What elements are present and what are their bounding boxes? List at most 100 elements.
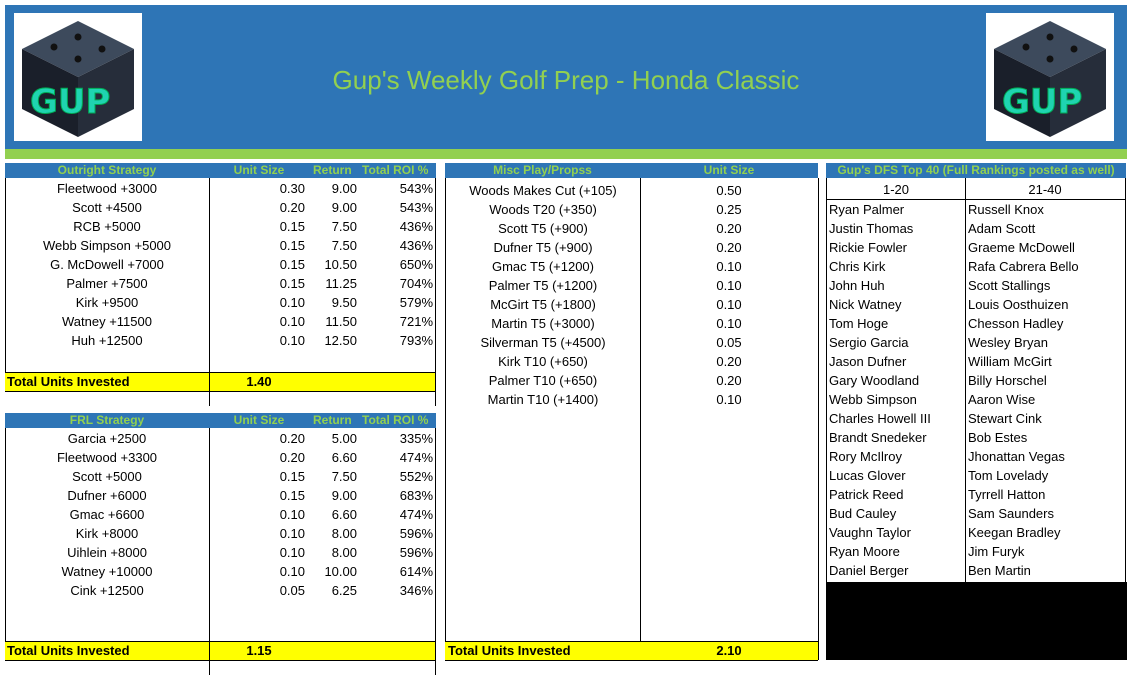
misc-row-unit: 0.10 [716, 392, 742, 407]
dfs-rank-21-40: Keegan Bradley [968, 525, 1061, 540]
black-filled-area [826, 582, 1127, 660]
frl-row-player: Garcia +2500 [67, 431, 147, 446]
frl-divider [209, 428, 210, 675]
outright-row-return: 7.50 [331, 219, 357, 234]
frl-total-row: Total Units Invested 1.15 [5, 641, 435, 661]
outright-row-unit: 0.15 [279, 219, 305, 234]
outright-row-player: Palmer +7500 [66, 276, 148, 291]
frl-row-player: Scott +5000 [72, 469, 142, 484]
outright-row-roi: 704% [399, 276, 433, 291]
outright-border-right [435, 178, 436, 406]
frl-row-unit: 0.15 [279, 469, 305, 484]
accent-stripe [5, 149, 1127, 159]
dfs-rank-1-20: Brandt Snedeker [829, 430, 927, 445]
dfs-rank-1-20: Sergio Garcia [829, 335, 909, 350]
outright-row-return: 9.00 [331, 200, 357, 215]
svg-text:GUP: GUP [30, 82, 110, 122]
dfs-rank-21-40: Tom Lovelady [968, 468, 1049, 483]
frl-row-player: Cink +12500 [70, 583, 144, 598]
dfs-rank-1-20: Vaughn Taylor [829, 525, 911, 540]
misc-row-play: Martin T5 (+3000) [491, 316, 595, 331]
misc-row-play: Woods T20 (+350) [489, 202, 597, 217]
dfs-rank-1-20: Rickie Fowler [829, 240, 908, 255]
outright-header-1: Unit Size [233, 163, 285, 177]
misc-row-unit: 0.10 [716, 297, 742, 312]
misc-row-play: Silverman T5 (+4500) [480, 335, 606, 350]
dfs-rank-1-20: Ryan Moore [829, 544, 900, 559]
outright-row-return: 7.50 [331, 238, 357, 253]
frl-row-unit: 0.20 [279, 431, 305, 446]
outright-row-return: 11.25 [325, 276, 357, 291]
frl-row-roi: 614% [399, 564, 433, 579]
misc-row-unit: 0.10 [716, 316, 742, 331]
outright-row-player: Scott +4500 [72, 200, 142, 215]
outright-row-unit: 0.15 [279, 238, 305, 253]
outright-row-unit: 0.10 [279, 295, 305, 310]
outright-row-return: 9.50 [331, 295, 357, 310]
dfs-rank-21-40: Graeme McDowell [968, 240, 1075, 255]
dfs-rank-1-20: Ryan Palmer [829, 202, 905, 217]
outright-row-roi: 436% [399, 238, 433, 253]
frl-row-player: Kirk +8000 [75, 526, 139, 541]
frl-header-1: Unit Size [233, 413, 285, 427]
misc-header-1: Unit Size [703, 163, 755, 177]
outright-row-roi: 650% [399, 257, 433, 272]
frl-row-return: 6.60 [331, 450, 357, 465]
frl-border-right [435, 428, 436, 675]
frl-row-roi: 596% [399, 545, 433, 560]
outright-row-player: Fleetwood +3000 [56, 181, 158, 196]
dfs-rank-1-20: John Huh [829, 278, 885, 293]
dfs-rank-21-40: Tyrrell Hatton [968, 487, 1046, 502]
frl-row-roi: 596% [399, 526, 433, 541]
outright-row-unit: 0.15 [279, 257, 305, 272]
frl-row-return: 6.25 [331, 583, 357, 598]
outright-border-left [5, 178, 6, 372]
dfs-rank-21-40: Adam Scott [968, 221, 1036, 236]
misc-header: Misc Play/Propss Unit Size [445, 163, 818, 178]
misc-header-0: Misc Play/Propss [493, 163, 592, 177]
dfs-rank-21-40: Russell Knox [968, 202, 1044, 217]
outright-row-unit: 0.20 [279, 200, 305, 215]
misc-divider [640, 178, 641, 660]
misc-row-play: Scott T5 (+900) [498, 221, 588, 236]
frl-total-label: Total Units Invested [7, 643, 130, 658]
dice-logo-icon: GUP [994, 21, 1106, 137]
misc-row-play: Kirk T10 (+650) [498, 354, 588, 369]
outright-row-roi: 793% [399, 333, 433, 348]
outright-row-roi: 721% [399, 314, 433, 329]
dfs-rank-21-40: William McGirt [968, 354, 1052, 369]
dfs-divider [965, 178, 966, 582]
misc-row-unit: 0.20 [716, 373, 742, 388]
dfs-rank-1-20: Daniel Berger [829, 563, 909, 578]
dfs-rank-21-40: Aaron Wise [968, 392, 1036, 407]
frl-row-player: Dufner +6000 [67, 488, 147, 503]
outright-row-roi: 436% [399, 219, 433, 234]
frl-row-return: 9.00 [331, 488, 357, 503]
outright-row-roi: 543% [399, 181, 433, 196]
dfs-col-header-line [826, 199, 1126, 200]
outright-row-roi: 579% [399, 295, 433, 310]
frl-row-return: 10.00 [324, 564, 357, 579]
misc-row-play: Dufner T5 (+900) [493, 240, 593, 255]
frl-row-unit: 0.10 [279, 526, 305, 541]
outright-total-row: Total Units Invested 1.40 [5, 372, 435, 392]
dfs-rank-1-20: Patrick Reed [829, 487, 904, 502]
frl-row-roi: 474% [399, 450, 433, 465]
dfs-rank-1-20: Bud Cauley [829, 506, 897, 521]
title-banner: GUP Gup's Weekly Golf Prep - Honda Class… [5, 5, 1127, 149]
misc-row-play: Palmer T5 (+1200) [488, 278, 598, 293]
frl-row-player: Watney +10000 [61, 564, 153, 579]
misc-row-unit: 0.50 [716, 183, 742, 198]
dfs-rank-21-40: Wesley Bryan [968, 335, 1048, 350]
frl-row-return: 8.00 [331, 526, 357, 541]
dfs-rank-21-40: Bob Estes [968, 430, 1028, 445]
dfs-rank-21-40: Ben Martin [968, 563, 1031, 578]
dfs-border-right [1125, 178, 1126, 582]
outright-total-label: Total Units Invested [7, 374, 130, 389]
dfs-rank-1-20: Gary Woodland [829, 373, 920, 388]
misc-row-unit: 0.10 [716, 259, 742, 274]
frl-total-value: 1.15 [246, 643, 272, 658]
dfs-rank-1-20: Charles Howell III [829, 411, 931, 426]
dfs-rank-1-20: Rory McIlroy [829, 449, 902, 464]
dfs-rank-1-20: Nick Watney [829, 297, 902, 312]
